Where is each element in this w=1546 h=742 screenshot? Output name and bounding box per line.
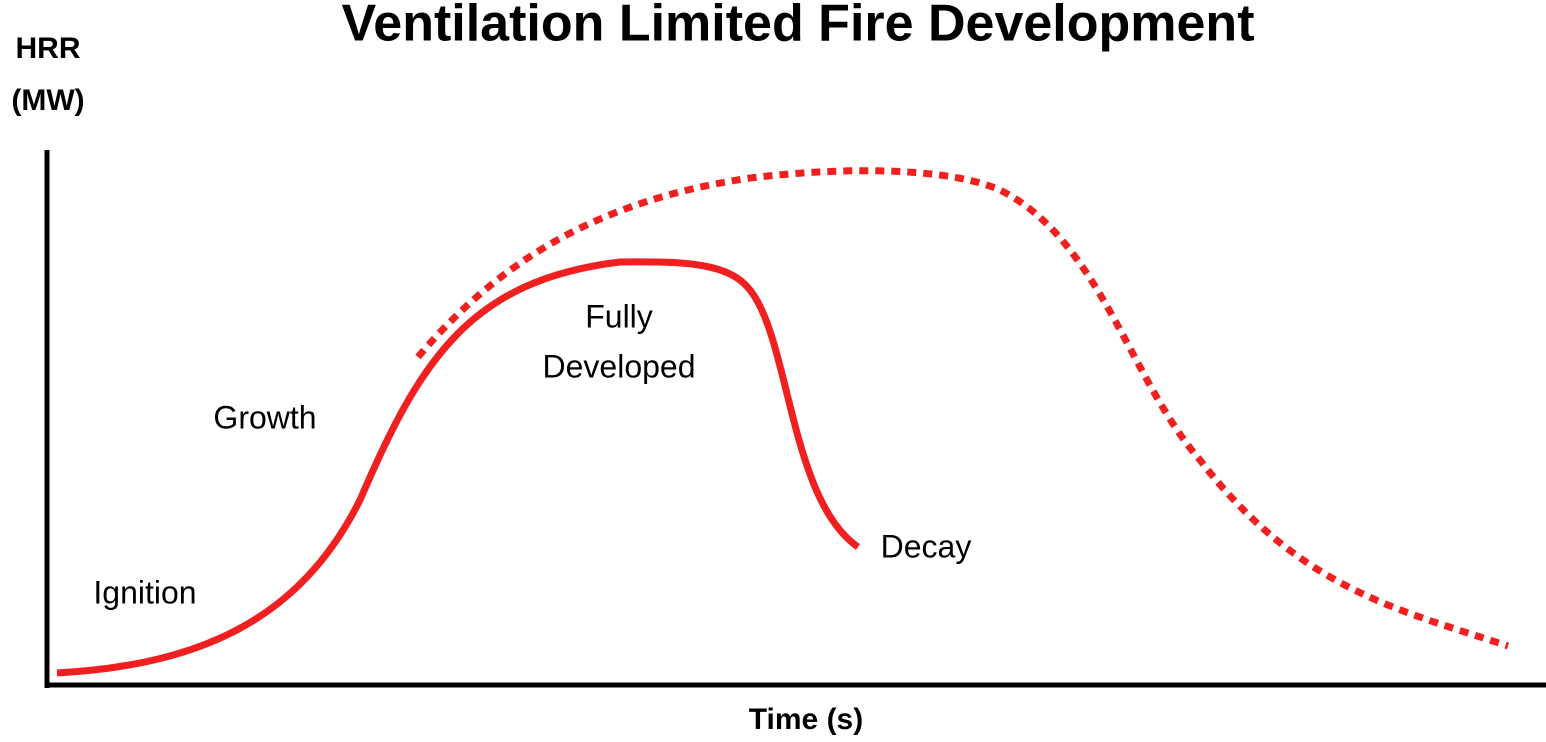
stage-label: Developed (543, 348, 696, 384)
ventilated-curve (415, 167, 1510, 650)
x-axis-label: Time (s) (749, 703, 863, 736)
stage-label: Fully (585, 298, 653, 334)
limited-curve (56, 258, 861, 677)
stage-label: Decay (881, 528, 972, 564)
title: Ventilation Limited Fire Development (341, 0, 1254, 53)
y-axis-label: HRR (16, 32, 81, 65)
y-axis-label: (MW) (11, 84, 84, 117)
stage-label: Growth (213, 399, 316, 435)
stage-label: Ignition (93, 574, 196, 610)
